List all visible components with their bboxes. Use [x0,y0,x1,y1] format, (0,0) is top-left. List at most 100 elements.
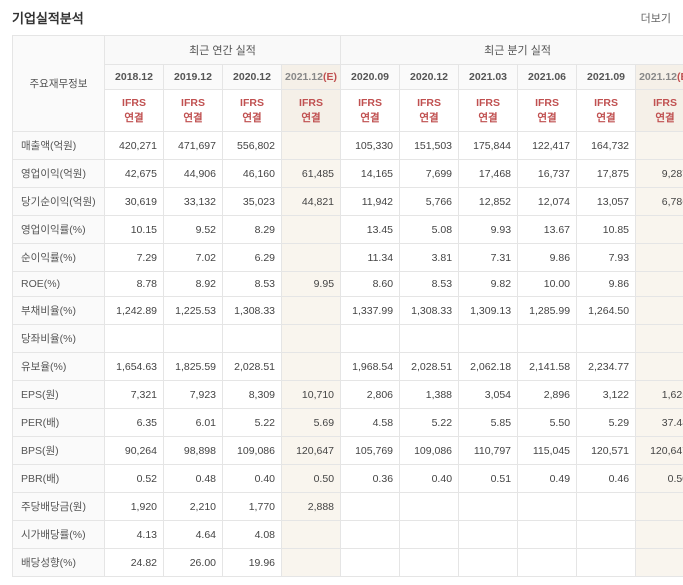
period-header: 2021.12(E) [636,65,683,90]
data-cell [400,549,459,577]
data-cell: 1,337.99 [341,297,400,325]
data-cell: 7,699 [400,160,459,188]
data-cell [518,325,577,353]
data-cell: 9.95 [282,272,341,297]
period-header: 2021.03 [459,65,518,90]
data-cell: 5.22 [223,409,282,437]
metric-label: 시가배당률(%) [13,521,105,549]
ifrs-header: IFRS연결 [518,90,577,132]
data-cell: 19.96 [223,549,282,577]
data-cell [636,132,683,160]
data-cell: 1,285.99 [518,297,577,325]
data-cell [577,493,636,521]
data-cell: 122,417 [518,132,577,160]
metric-label: BPS(원) [13,437,105,465]
data-cell: 0.40 [223,465,282,493]
data-cell: 1,225.53 [164,297,223,325]
data-cell [518,493,577,521]
metric-label: 부채비율(%) [13,297,105,325]
data-cell: 13.45 [341,216,400,244]
data-cell [459,325,518,353]
data-cell: 2,888 [282,493,341,521]
data-cell [636,216,683,244]
more-link[interactable]: 더보기 [641,10,671,26]
data-cell: 7.29 [105,244,164,272]
data-cell: 8.92 [164,272,223,297]
data-cell: 1,825.59 [164,353,223,381]
data-cell: 13,057 [577,188,636,216]
data-cell: 12,074 [518,188,577,216]
data-cell: 1,308.33 [223,297,282,325]
metric-label: 당좌비율(%) [13,325,105,353]
data-cell: 13.67 [518,216,577,244]
data-cell: 24.82 [105,549,164,577]
data-cell: 6.35 [105,409,164,437]
ifrs-header: IFRS연결 [459,90,518,132]
data-cell: 10.15 [105,216,164,244]
data-cell: 9.82 [459,272,518,297]
data-cell: 14,165 [341,160,400,188]
data-cell [341,521,400,549]
data-cell [400,493,459,521]
data-cell: 44,821 [282,188,341,216]
data-cell [518,549,577,577]
data-cell: 151,503 [400,132,459,160]
ifrs-header: IFRS연결 [341,90,400,132]
data-cell: 175,844 [459,132,518,160]
data-cell: 1,264.50 [577,297,636,325]
data-cell: 12,852 [459,188,518,216]
data-cell: 7,321 [105,381,164,409]
corner-header: 주요재무정보 [13,36,105,132]
data-cell [223,325,282,353]
period-header: 2020.12 [400,65,459,90]
data-cell: 2,028.51 [223,353,282,381]
data-cell: 7.02 [164,244,223,272]
data-cell: 1,770 [223,493,282,521]
data-cell: 11,942 [341,188,400,216]
data-cell [636,493,683,521]
data-cell: 33,132 [164,188,223,216]
data-cell: 109,086 [223,437,282,465]
ifrs-header: IFRS연결 [636,90,683,132]
data-cell: 9.93 [459,216,518,244]
data-cell: 3,054 [459,381,518,409]
ifrs-header: IFRS연결 [577,90,636,132]
data-cell [577,521,636,549]
data-cell: 471,697 [164,132,223,160]
data-cell: 0.51 [459,465,518,493]
data-cell [636,272,683,297]
data-cell: 3.81 [400,244,459,272]
data-cell: 10.00 [518,272,577,297]
data-cell: 2,062.18 [459,353,518,381]
data-cell: 35,023 [223,188,282,216]
metric-label: 유보율(%) [13,353,105,381]
data-cell: 17,468 [459,160,518,188]
data-cell: 0.36 [341,465,400,493]
data-cell [459,549,518,577]
period-header: 2018.12 [105,65,164,90]
data-cell [282,549,341,577]
data-cell [636,521,683,549]
group-header-quarter: 최근 분기 실적 [341,36,683,65]
period-header: 2019.12 [164,65,223,90]
data-cell: 2,028.51 [400,353,459,381]
data-cell: 37.48 [636,409,683,437]
metric-label: EPS(원) [13,381,105,409]
metric-label: 순이익률(%) [13,244,105,272]
data-cell: 7.31 [459,244,518,272]
data-cell: 1,309.13 [459,297,518,325]
data-cell [636,325,683,353]
data-cell: 105,330 [341,132,400,160]
data-cell [105,325,164,353]
data-cell: 5.69 [282,409,341,437]
period-header: 2020.12 [223,65,282,90]
data-cell: 9.52 [164,216,223,244]
data-cell: 120,647 [282,437,341,465]
data-cell: 120,571 [577,437,636,465]
data-cell: 44,906 [164,160,223,188]
data-cell [577,549,636,577]
data-cell: 1,968.54 [341,353,400,381]
data-cell [636,244,683,272]
data-cell [636,297,683,325]
metric-label: PER(배) [13,409,105,437]
